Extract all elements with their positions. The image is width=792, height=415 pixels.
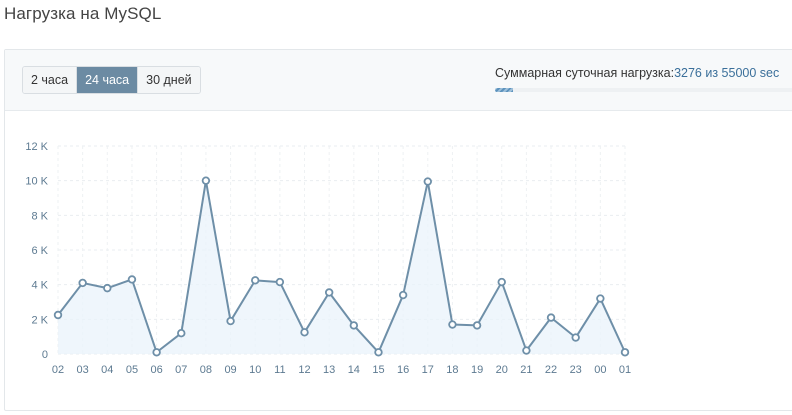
load-point — [620, 348, 630, 357]
x-tick-label: 07 — [175, 364, 187, 376]
load-point — [78, 278, 87, 288]
x-tick-label: 11 — [274, 364, 285, 376]
x-tick-label: 10 — [249, 364, 261, 376]
x-tick-label: 16 — [397, 364, 409, 376]
x-tick-label: 02 — [52, 364, 64, 376]
x-tick-label: 01 — [619, 364, 631, 376]
y-tick-label: 6 K — [31, 245, 48, 257]
load-point — [349, 321, 359, 330]
x-tick-label: 00 — [594, 364, 606, 376]
load-point — [423, 177, 432, 186]
load-point — [201, 176, 211, 185]
load-area — [58, 180, 625, 354]
load-point — [275, 277, 285, 287]
load-line — [57, 179, 626, 354]
load-point — [300, 328, 309, 337]
load-point — [448, 320, 457, 329]
daily-load-progress — [495, 88, 792, 92]
load-point — [571, 333, 580, 342]
daily-load-value: 3276 из 55000 sec — [674, 66, 780, 80]
y-tick-label: 12 K — [25, 141, 48, 153]
x-tick-label: 06 — [150, 364, 162, 376]
page-title: Нагрузка на MySQL — [4, 4, 162, 23]
x-tick-label: 14 — [348, 364, 360, 376]
x-tick-label: 12 — [298, 364, 310, 376]
x-tick-label: 13 — [323, 364, 335, 376]
x-tick-label: 22 — [545, 364, 557, 376]
x-tick-label: 09 — [224, 364, 236, 376]
load-point — [374, 348, 383, 357]
load-point — [127, 275, 137, 284]
load-point — [546, 313, 556, 322]
y-tick-label: 8 K — [31, 210, 48, 222]
y-tick-label: 10 K — [25, 176, 48, 188]
daily-load-summary: Суммарная суточная нагрузка:3276 из 5500… — [495, 66, 779, 80]
tab-2-hours[interactable]: 2 часа — [23, 67, 78, 93]
panel-toolbar: 2 часа 24 часа 30 дней Суммарная суточна… — [5, 50, 792, 111]
time-range-tabs: 2 часа 24 часа 30 дней — [22, 66, 201, 94]
daily-load-progress-fill — [495, 88, 514, 92]
x-tick-label: 17 — [422, 364, 434, 376]
x-tick-label: 04 — [101, 364, 113, 376]
load-point — [398, 290, 408, 300]
load-point — [103, 283, 112, 293]
load-point — [177, 329, 186, 338]
load-point — [596, 294, 605, 303]
load-point — [226, 316, 235, 326]
load-point — [53, 310, 63, 320]
load-point — [472, 321, 482, 330]
load-point — [522, 346, 531, 355]
load-point — [324, 288, 334, 297]
x-tick-label: 03 — [77, 364, 89, 376]
tab-30-days[interactable]: 30 дней — [138, 67, 200, 93]
y-tick-label: 4 K — [31, 280, 48, 292]
tab-24-hours[interactable]: 24 часа — [77, 67, 139, 93]
x-tick-label: 18 — [446, 364, 458, 376]
load-point — [251, 276, 260, 285]
x-tick-label: 15 — [372, 364, 384, 376]
x-tick-label: 19 — [471, 364, 483, 376]
x-tick-label: 08 — [200, 364, 212, 376]
load-point — [497, 277, 506, 287]
y-tick-label: 0 — [42, 349, 48, 361]
load-point — [152, 348, 161, 357]
x-tick-label: 23 — [570, 364, 582, 376]
daily-load-label: Суммарная суточная нагрузка: — [495, 66, 675, 80]
y-tick-label: 2 K — [31, 314, 48, 326]
x-tick-label: 05 — [126, 364, 138, 376]
x-tick-label: 20 — [496, 364, 508, 376]
x-tick-label: 21 — [520, 364, 532, 376]
